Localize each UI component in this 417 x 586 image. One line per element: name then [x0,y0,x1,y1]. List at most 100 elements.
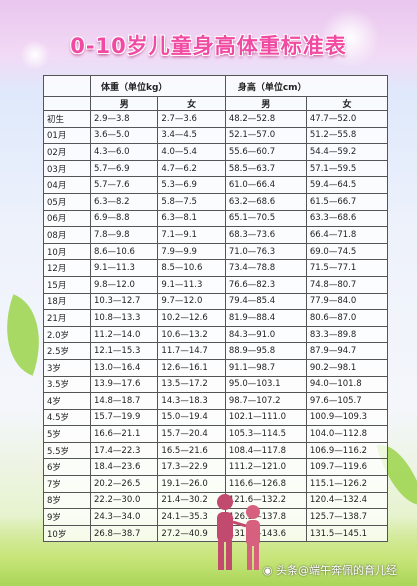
weight-female-cell: 10.6—13.2 [157,325,226,344]
height-female-cell: 94.0—101.8 [305,375,389,394]
weight-female-cell: 5.3—6.9 [157,176,226,194]
age-cell: 10月 [43,242,91,261]
weight-male-cell: 13.0—16.4 [89,358,159,377]
weight-male-cell: 9.8—12.0 [89,275,159,294]
height-female-cell: 90.2—98.1 [305,358,389,377]
table-subheader-row: 男 女 男 女 [43,96,389,111]
height-male-cell: 68.3—73.6 [224,226,307,244]
height-male-header: 男 [224,96,307,111]
weight-male-cell: 22.2—30.0 [89,491,159,510]
height-female-cell: 47.7—52.0 [305,110,389,128]
weight-female-header: 女 [157,96,226,111]
height-male-cell: 98.7—107.2 [224,392,307,410]
weight-female-cell: 11.7—14.7 [157,342,226,360]
weight-female-cell: 2.7—3.6 [157,110,226,128]
height-female-cell: 115.1—126.2 [305,475,389,493]
weight-female-cell: 3.4—4.5 [157,126,226,145]
height-header: 身高（单位cm） [224,75,389,97]
weight-male-cell: 26.8—38.7 [89,524,159,543]
table-row: 06月 6.9—8.8 6.3—8.1 65.1—70.5 63.3—68.6 [43,209,389,228]
age-cell: 06月 [43,209,91,228]
table-row: 7岁 20.2—26.5 19.1—26.0 116.6—126.8 115.1—126… [43,475,389,493]
age-cell: 8岁 [43,491,91,510]
table-row: 15月 9.8—12.0 9.1—11.3 76.6—82.3 74.8—80.7 [43,275,389,294]
height-male-cell: 102.1—111.0 [224,408,307,427]
age-cell: 04月 [43,176,91,194]
table-row: 03月 5.7—6.9 4.7—6.2 58.5—63.7 57.1—59.5 [43,159,389,178]
age-cell: 03月 [43,159,91,178]
camera-icon: ◉ [262,564,273,577]
weight-female-cell: 4.7—6.2 [157,159,226,178]
growth-standard-table: 体重（单位kg） 身高（单位cm） 男 女 男 女 初生 2.9—3.8 2.7—3… [43,75,389,543]
weight-female-cell: 7.1—9.1 [157,226,226,244]
height-female-cell: 109.7—119.6 [305,458,389,477]
weight-female-cell: 4.0—5.4 [157,143,226,161]
age-cell: 10岁 [43,524,91,543]
age-cell: 21月 [43,309,91,327]
age-cell: 15月 [43,275,91,294]
age-cell: 2.0岁 [43,325,91,344]
height-female-cell: 131.5—145.1 [305,524,389,543]
table-row: 12月 9.1—11.3 8.5—10.6 73.4—78.8 71.5—77.1 [43,259,389,277]
weight-female-cell: 8.5—10.6 [157,259,226,277]
weight-female-cell: 9.1—11.3 [157,275,226,294]
weight-female-cell: 12.6—16.1 [157,358,226,377]
weight-male-cell: 5.7—7.6 [89,176,159,194]
height-female-cell: 83.3—89.8 [305,325,389,344]
table-row: 21月 10.8—13.3 10.2—12.6 81.9—88.4 80.6—87.0 [43,309,389,327]
height-male-cell: 81.9—88.4 [224,309,307,327]
table-row: 6岁 18.4—23.6 17.3—22.9 111.2—121.0 109.7—119… [43,458,389,477]
weight-female-cell: 15.7—20.4 [157,425,226,443]
height-female-cell: 63.3—68.6 [305,209,389,228]
height-female-cell: 61.5—66.7 [305,192,389,211]
height-male-cell: 84.3—91.0 [224,325,307,344]
weight-male-cell: 11.2—14.0 [89,325,159,344]
age-cell: 6岁 [43,458,91,477]
weight-female-cell: 7.9—9.9 [157,242,226,261]
age-cell: 7岁 [43,475,91,493]
table-row: 3.5岁 13.9—17.6 13.5—17.2 95.0—103.1 94.0—101… [43,375,389,394]
table-row: 3岁 13.0—16.4 12.6—16.1 91.1—98.7 90.2—98.1 [43,358,389,377]
height-male-cell: 79.4—85.4 [224,292,307,311]
height-male-cell: 58.5—63.7 [224,159,307,178]
weight-male-cell: 8.6—10.6 [89,242,159,261]
weight-male-cell: 3.6—5.0 [89,126,159,145]
age-cell: 3岁 [43,358,91,377]
weight-female-cell: 6.3—8.1 [157,209,226,228]
height-male-cell: 65.1—70.5 [224,209,307,228]
weight-male-cell: 10.8—13.3 [89,309,159,327]
height-male-cell: 61.0—66.4 [224,176,307,194]
height-male-cell: 88.9—95.8 [224,342,307,360]
table-row: 初生 2.9—3.8 2.7—3.6 48.2—52.8 47.7—52.0 [43,110,389,128]
weight-male-cell: 6.3—8.2 [89,192,159,211]
height-male-cell: 95.0—103.1 [224,375,307,394]
watermark: ◉ 头条@端午奔佩的育儿经 [263,562,397,578]
height-female-cell: 106.9—116.2 [305,441,389,460]
height-female-cell: 100.9—109.3 [305,408,389,427]
table-row: 4.5岁 15.7—19.9 15.0—19.4 102.1—111.0 100.9—1… [43,408,389,427]
height-female-cell: 77.9—84.0 [305,292,389,311]
weight-female-cell: 15.0—19.4 [157,408,226,427]
table-row: 4岁 14.8—18.7 14.3—18.3 98.7—107.2 97.6—105.7 [43,392,389,410]
weight-header: 体重（单位kg） [90,75,226,97]
weight-male-cell: 24.3—34.0 [89,508,159,526]
sparkle-decor [320,8,380,68]
age-cell: 9岁 [43,508,91,526]
page-title: 0-10岁儿童身高体重标准表 [70,34,347,58]
weight-male-cell: 18.4—23.6 [89,458,159,477]
table-row: 02月 4.3—6.0 4.0—5.4 55.6—60.7 54.4—59.2 [43,143,389,161]
weight-male-cell: 20.2—26.5 [89,475,159,493]
weight-male-cell: 2.9—3.8 [89,110,159,128]
height-male-cell: 108.4—117.8 [224,441,307,460]
weight-male-cell: 17.4—22.3 [89,441,159,460]
age-cell: 01月 [43,126,91,145]
weight-female-cell: 16.5—21.6 [157,441,226,460]
height-male-cell: 105.3—114.5 [224,425,307,443]
height-female-cell: 51.2—55.8 [305,126,389,145]
weight-male-cell: 7.8—9.8 [89,226,159,244]
weight-male-cell: 12.1—15.3 [89,342,159,360]
table-row: 5岁 16.6—21.1 15.7—20.4 105.3—114.5 104.0—112… [43,425,389,443]
weight-female-cell: 10.2—12.6 [157,309,226,327]
table-row: 10月 8.6—10.6 7.9—9.9 71.0—76.3 69.0—74.5 [43,242,389,261]
children-silhouette-illustration [217,494,260,570]
